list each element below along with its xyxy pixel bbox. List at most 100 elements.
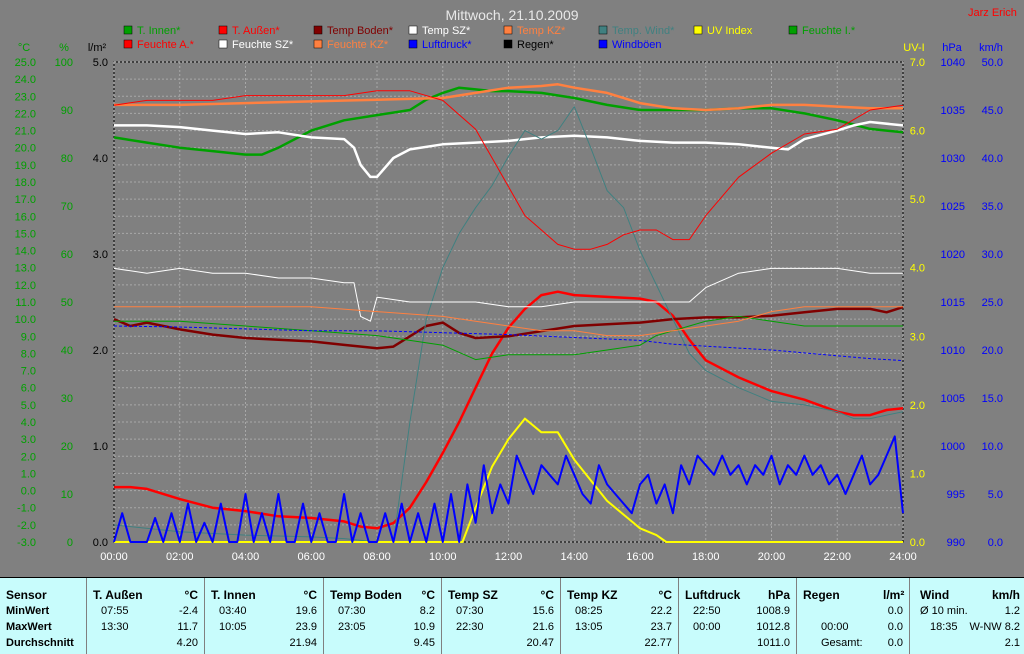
- stats-min-val: 19.6: [295, 605, 317, 617]
- legend-swatch: [408, 39, 418, 49]
- x-tick-label: 00:00: [100, 551, 128, 563]
- stats-min-time: 22:50: [693, 605, 721, 617]
- axis-tick-temp_c: 17.0: [15, 194, 36, 206]
- legend-swatch: [313, 39, 323, 49]
- stats-col-unit: hPa: [767, 588, 790, 602]
- axis-tick-temp_c: 7.0: [21, 366, 36, 378]
- legend-swatch: [598, 25, 608, 35]
- stats-max-val: 1012.8: [756, 621, 790, 633]
- series-line: [114, 306, 903, 337]
- stats-col-name: Luftdruck: [685, 588, 741, 602]
- stats-col-name: Temp SZ: [448, 588, 498, 602]
- stats-row-labels: Sensor MinWert MaxWert Durchschnitt: [0, 578, 87, 654]
- chart: 25.0 24.0 23.0 22.0 21.0 20.0 19.0 18.0 17.0 16.0…: [14, 7, 1003, 563]
- stats-wind-gust-time: 18:35: [930, 621, 958, 633]
- axis-tick-wind_kmh: 30.0: [982, 249, 1003, 261]
- axis-tick-temp_c: 21.0: [15, 126, 36, 138]
- axis-tick-wind_kmh: 25.0: [982, 297, 1003, 309]
- axis-tick-pressure_hpa: 1010: [941, 345, 965, 357]
- legend-swatch: [693, 25, 703, 35]
- stats-col-name: Regen: [803, 588, 840, 602]
- stats-max-val: 23.7: [650, 621, 672, 633]
- axis-tick-temp_c: 15.0: [15, 228, 36, 240]
- axis-tick-temp_c: 12.0: [15, 280, 36, 292]
- stats-max-time: 10:05: [219, 621, 247, 633]
- stats-rain-total-label: Gesamt:: [821, 637, 863, 649]
- axis-tick-wind_kmh: 20.0: [982, 345, 1003, 357]
- stats-min-time: 08:25: [575, 605, 603, 617]
- x-tick-label: 18:00: [692, 551, 720, 563]
- series-line: [114, 315, 903, 361]
- stats-col-unit: °C: [303, 588, 317, 602]
- axis-tick-temp_c: -2.0: [17, 520, 36, 532]
- stats-col: T. Innen °C 03:40 19.6 10:05 23.9 21.94: [205, 578, 324, 654]
- stats-col-name: Temp KZ: [567, 588, 618, 602]
- axis-tick-pressure_hpa: 1035: [941, 105, 965, 117]
- legend-label: Temp Boden*: [327, 25, 394, 37]
- x-tick-label: 10:00: [429, 551, 457, 563]
- legend-label: UV Index: [707, 25, 753, 37]
- axis-tick-pressure_hpa: 1000: [941, 441, 965, 453]
- legend-swatch: [503, 39, 513, 49]
- axis-unit-uv: UV-I: [903, 42, 924, 54]
- axis-tick-temp_c: 14.0: [15, 246, 36, 258]
- axis-tick-uv: 0.0: [910, 537, 925, 549]
- axis-unit-rain_lm2: l/m²: [88, 42, 107, 54]
- axis-tick-uv: 3.0: [910, 331, 925, 343]
- axis-tick-temp_c: 16.0: [15, 211, 36, 223]
- axis-unit-temp_c: °C: [18, 42, 30, 54]
- stats-max-val: 21.6: [532, 621, 554, 633]
- legend-label: Luftdruck*: [422, 39, 472, 51]
- series-line: [114, 120, 904, 179]
- series-line: [114, 83, 903, 112]
- axis-tick-humidity_pct: 30: [61, 393, 73, 405]
- stats-max-val: 11.7: [177, 621, 198, 633]
- series-line: [113, 90, 904, 250]
- legend-label: Regen*: [517, 39, 554, 51]
- axis-tick-pressure_hpa: 1015: [941, 297, 965, 309]
- axis-tick-temp_c: 3.0: [21, 434, 36, 446]
- stats-wind-gust: W-NW 8.2: [969, 621, 1020, 633]
- x-tick-label: 22:00: [823, 551, 851, 563]
- axis-tick-pressure_hpa: 1025: [941, 201, 965, 213]
- stats-avg-val: 21.94: [289, 637, 317, 649]
- legend-swatch: [408, 25, 418, 35]
- stats-col-name: Wind: [920, 588, 950, 602]
- axis-tick-humidity_pct: 80: [61, 153, 73, 165]
- legend-swatch: [123, 25, 133, 35]
- stats-avg-val: 9.45: [413, 637, 435, 649]
- axis-tick-pressure_hpa: 1040: [941, 57, 965, 69]
- x-tick-label: 14:00: [560, 551, 588, 563]
- stats-min-val: 22.2: [650, 605, 672, 617]
- stats-min-time: 07:55: [101, 605, 129, 617]
- series-line: [114, 290, 904, 530]
- stats-wind-day-avg: 2.1: [1004, 637, 1020, 649]
- stats-min-val: 8.2: [419, 605, 435, 617]
- axis-tick-temp_c: 24.0: [15, 74, 36, 86]
- x-tick-label: 04:00: [232, 551, 260, 563]
- axis-tick-rain_lm2: 5.0: [93, 57, 108, 69]
- axis-tick-pressure_hpa: 1020: [941, 249, 965, 261]
- axis-tick-temp_c: 22.0: [15, 108, 36, 120]
- axis-tick-rain_lm2: 1.0: [93, 441, 108, 453]
- axis-tick-wind_kmh: 50.0: [982, 57, 1003, 69]
- axis-tick-uv: 7.0: [910, 57, 925, 69]
- chart-grid: [113, 61, 904, 543]
- axis-tick-uv: 6.0: [910, 126, 925, 138]
- stats-col: T. Außen °C 07:55 -2.4 13:30 11.7 4.20: [87, 578, 205, 654]
- axis-tick-rain_lm2: 2.0: [93, 345, 108, 357]
- x-tick-label: 24:00: [889, 551, 917, 563]
- axis-tick-temp_c: -1.0: [17, 503, 36, 515]
- stats-col-unit: km/h: [991, 588, 1020, 602]
- axis-tick-temp_c: 2.0: [21, 451, 36, 463]
- stats-rain-total: 0.0: [887, 637, 903, 649]
- x-tick-label: 02:00: [166, 551, 194, 563]
- stats-max-time: 00:00: [693, 621, 721, 633]
- stats-col-unit: l/m²: [883, 588, 905, 602]
- axis-tick-humidity_pct: 20: [61, 441, 73, 453]
- axis-tick-humidity_pct: 100: [55, 57, 73, 69]
- stats-max-time: 22:30: [456, 621, 484, 633]
- axis-tick-temp_c: -3.0: [17, 537, 36, 549]
- axis-tick-temp_c: 11.0: [15, 297, 36, 309]
- legend-label: Feuchte A.*: [137, 39, 195, 51]
